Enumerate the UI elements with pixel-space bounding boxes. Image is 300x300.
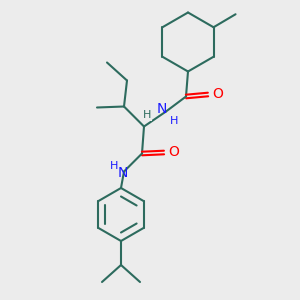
- Text: H: H: [110, 161, 118, 172]
- Text: O: O: [169, 146, 179, 160]
- Text: H: H: [170, 116, 178, 127]
- Text: H: H: [143, 110, 151, 121]
- Text: N: N: [118, 167, 128, 181]
- Text: N: N: [157, 103, 167, 116]
- Text: O: O: [213, 88, 224, 101]
